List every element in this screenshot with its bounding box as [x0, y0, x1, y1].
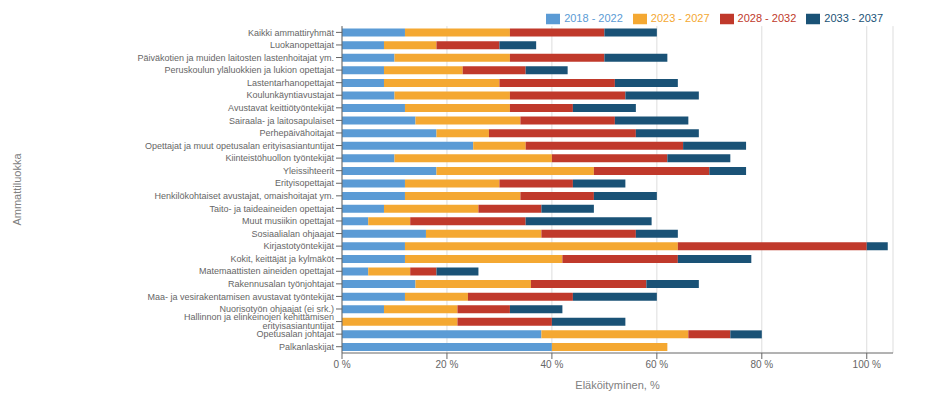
html-text:2033 - 2037: 2033 - 2037: [824, 12, 883, 24]
svg-text:Erityisopettajat: Erityisopettajat: [275, 178, 335, 188]
svg-text:Opettajat ja muut opetusalan e: Opettajat ja muut opetusalan erityisasia…: [145, 141, 335, 151]
svg-text:Muut musiikin opettajat: Muut musiikin opettajat: [242, 216, 335, 226]
svg-text:Kiinteistöhuollon työntekijät: Kiinteistöhuollon työntekijät: [225, 153, 334, 163]
svg-text:40 %: 40 %: [541, 359, 564, 370]
svg-text:Päiväkotien ja muiden laitoste: Päiväkotien ja muiden laitosten lastenho…: [137, 53, 334, 63]
svg-text:Luokanopettajat: Luokanopettajat: [270, 40, 335, 50]
svg-text:Perhepäivähoitajat: Perhepäivähoitajat: [259, 128, 334, 138]
svg-text:Lastentarhanopettajat: Lastentarhanopettajat: [247, 78, 335, 88]
svg-text:Ammattiluokka: Ammattiluokka: [11, 153, 23, 226]
svg-text:0 %: 0 %: [333, 359, 350, 370]
html-text:2028 - 2032: 2028 - 2032: [737, 12, 797, 24]
svg-text:80 %: 80 %: [750, 359, 773, 370]
svg-text:Sosiaalialan ohjaajat: Sosiaalialan ohjaajat: [251, 229, 334, 239]
svg-text:100 %: 100 %: [853, 359, 881, 370]
svg-text:Sairaala- ja laitosapulaiset: Sairaala- ja laitosapulaiset: [229, 116, 335, 126]
html-text:2018 - 2022: 2018 - 2022: [564, 12, 623, 24]
svg-text:Koulunkäyntiavustajat: Koulunkäyntiavustajat: [246, 90, 334, 100]
svg-text:Opetusalan johtajat: Opetusalan johtajat: [256, 329, 334, 339]
svg-text:Yleissihteerit: Yleissihteerit: [283, 166, 335, 176]
svg-text:Eläköityminen, %: Eläköityminen, %: [575, 379, 660, 391]
svg-text:20 %: 20 %: [436, 359, 459, 370]
svg-text:Peruskoulun yläluokkien ja luk: Peruskoulun yläluokkien ja lukion opetta…: [164, 65, 334, 75]
svg-text:Palkanlaskijat: Palkanlaskijat: [279, 342, 335, 352]
html-text:Hallinnon ja elinkeinojen kehi: Hallinnon ja elinkeinojen kehittämisen: [183, 312, 334, 323]
svg-text:Kaikki ammattiryhmät: Kaikki ammattiryhmät: [248, 28, 335, 38]
svg-text:60 %: 60 %: [645, 359, 668, 370]
html-text:erityisasiantuntijat: erityisasiantuntijat: [262, 321, 334, 332]
svg-text:Matemaattisten aineiden opetta: Matemaattisten aineiden opettajat: [199, 266, 335, 276]
svg-text:Maa- ja vesirakentamisen avust: Maa- ja vesirakentamisen avustavat työnt…: [147, 292, 334, 302]
svg-text:Kirjastotyöntekijät: Kirjastotyöntekijät: [263, 241, 334, 251]
svg-text:Henkilökohtaiset avustajat, om: Henkilökohtaiset avustajat, omaishoitaja…: [154, 191, 334, 201]
html-text:2023 - 2027: 2023 - 2027: [650, 12, 710, 24]
svg-text:Nuorisotyön ohjaajat (ei srk.): Nuorisotyön ohjaajat (ei srk.): [219, 304, 334, 315]
svg-text:Rakennusalan työnjohtajat: Rakennusalan työnjohtajat: [228, 279, 335, 289]
svg-text:Taito- ja taideaineiden opetta: Taito- ja taideaineiden opettajat: [209, 204, 334, 214]
svg-text:Avustavat keittiötyöntekijät: Avustavat keittiötyöntekijät: [228, 103, 334, 113]
svg-text:Kokit, keittäjät ja kylmäköt: Kokit, keittäjät ja kylmäköt: [230, 254, 334, 264]
